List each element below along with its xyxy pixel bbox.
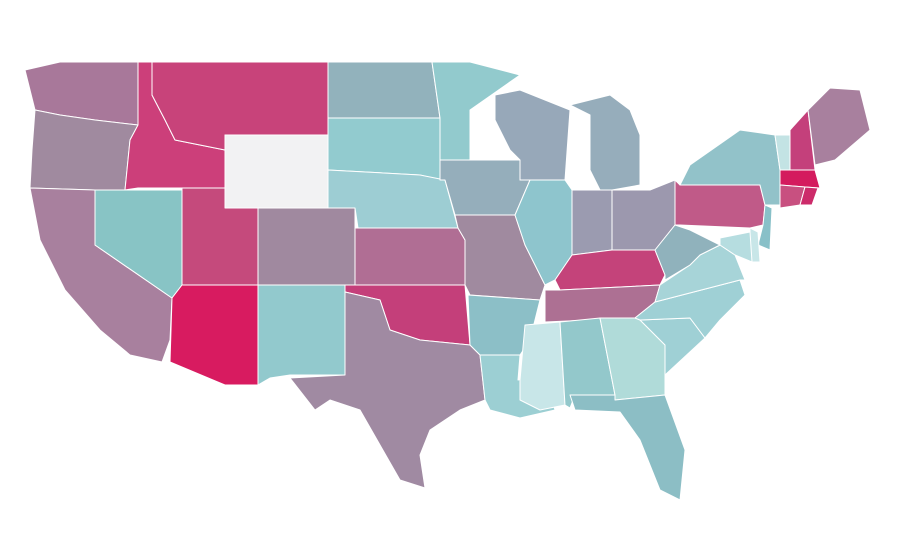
- state-region: [519, 321, 566, 411]
- state-region: [257, 207, 356, 286]
- state-region: [514, 179, 573, 286]
- state-region: [354, 227, 466, 286]
- state-region: [439, 159, 531, 216]
- state-region: [674, 179, 766, 229]
- state-region: [554, 249, 666, 291]
- state-region: [257, 284, 346, 386]
- state-region: [654, 224, 721, 281]
- state-region: [327, 61, 441, 119]
- state-region: [224, 134, 329, 209]
- state-region: [569, 394, 686, 501]
- state-region: [634, 279, 746, 339]
- state-region: [289, 291, 486, 489]
- state-region: [719, 231, 753, 263]
- state-region: [757, 204, 773, 251]
- state-region: [807, 87, 871, 166]
- state-region: [169, 284, 259, 386]
- state-region: [431, 61, 521, 161]
- state-region: [799, 186, 819, 206]
- state-region: [571, 189, 613, 256]
- state-region: [569, 94, 641, 191]
